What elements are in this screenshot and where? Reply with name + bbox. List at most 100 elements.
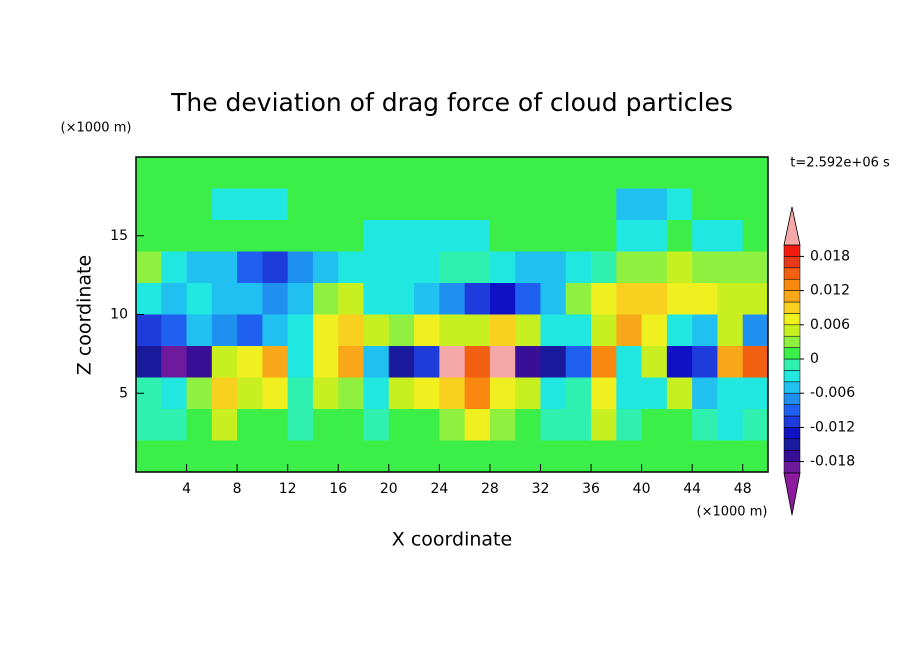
field-cell	[692, 314, 718, 347]
field-cell	[565, 377, 592, 410]
field-cell	[515, 157, 541, 189]
colorbar-band	[783, 415, 801, 428]
field-cell	[591, 314, 617, 347]
field-cell	[388, 377, 415, 410]
y-tick-label: 15	[110, 228, 128, 244]
field-cell	[666, 409, 693, 441]
field-cell	[414, 251, 440, 284]
field-cell	[565, 346, 592, 378]
field-cell	[237, 220, 263, 252]
field-cell	[616, 251, 643, 284]
field-cell	[388, 314, 415, 347]
field-cell	[211, 314, 238, 347]
field-cell	[515, 377, 541, 410]
field-cell	[666, 440, 693, 473]
field-cell	[616, 377, 643, 410]
field-cell	[616, 346, 643, 378]
field-cell	[136, 188, 162, 221]
field-cell	[464, 409, 491, 441]
colorbar-band	[783, 244, 801, 257]
field-cell	[692, 346, 718, 378]
field-cell	[489, 377, 516, 410]
field-cell	[439, 409, 466, 441]
field-cell	[186, 440, 213, 473]
field-cell	[616, 409, 643, 441]
field-cell	[312, 409, 339, 441]
field-cell	[591, 188, 617, 221]
colorbar-band	[783, 438, 801, 451]
field-cell	[312, 440, 339, 473]
field-cell	[641, 409, 668, 441]
field-cell	[641, 346, 668, 378]
field-cell	[388, 409, 415, 441]
field-cell	[591, 283, 617, 315]
field-cell	[641, 314, 668, 347]
colorbar-extension-high	[783, 206, 801, 246]
field-cell	[616, 220, 643, 252]
field-cell	[464, 440, 491, 473]
field-cell	[312, 251, 339, 284]
field-cell	[591, 409, 617, 441]
field-cell	[287, 377, 314, 410]
field-cell	[211, 346, 238, 378]
field-cell	[439, 346, 466, 378]
field-cell	[287, 188, 314, 221]
field-cell	[439, 283, 466, 315]
colorbar-band	[783, 370, 801, 383]
field-cell	[338, 251, 365, 284]
field-cell	[237, 409, 263, 441]
field-cell	[489, 251, 516, 284]
field-cell	[540, 157, 567, 189]
field-cell	[464, 251, 491, 284]
field-cell	[262, 346, 289, 378]
field-cell	[489, 409, 516, 441]
field-cell	[742, 188, 769, 221]
field-cell	[414, 188, 440, 221]
field-cell	[262, 314, 289, 347]
field-cell	[312, 377, 339, 410]
field-cell	[540, 440, 567, 473]
field-cell	[666, 251, 693, 284]
colorbar-tick-label: -0.006	[810, 385, 855, 401]
colorbar-band	[783, 449, 801, 462]
x-axis-label: X coordinate	[392, 529, 512, 551]
field-cell	[388, 440, 415, 473]
field-cell	[136, 440, 162, 473]
colorbar-band	[783, 335, 801, 348]
field-cell	[237, 188, 263, 221]
field-cell	[464, 157, 491, 189]
field-cell	[666, 377, 693, 410]
field-cell	[666, 157, 693, 189]
field-cell	[388, 157, 415, 189]
field-cell	[237, 440, 263, 473]
field-cell	[565, 188, 592, 221]
field-cell	[338, 346, 365, 378]
field-cell	[186, 377, 213, 410]
colorbar-tick-label: 0.012	[810, 283, 850, 299]
field-cell	[464, 377, 491, 410]
field-cell	[489, 283, 516, 315]
x-tick-label: 4	[182, 481, 191, 497]
colorbar-band	[783, 381, 801, 394]
field-cell	[363, 157, 390, 189]
field-cell	[616, 188, 643, 221]
field-cell	[237, 283, 263, 315]
field-cell	[515, 188, 541, 221]
field-cell	[414, 283, 440, 315]
field-cell	[262, 409, 289, 441]
colorbar-tick-label: 0	[810, 351, 819, 367]
field-cell	[287, 440, 314, 473]
field-cell	[717, 283, 744, 315]
field-cell	[262, 377, 289, 410]
field-cell	[641, 440, 668, 473]
x-tick-label: 44	[683, 481, 701, 497]
field-cell	[186, 283, 213, 315]
x-tick-label: 24	[430, 481, 448, 497]
field-cell	[414, 440, 440, 473]
field-cell	[616, 283, 643, 315]
field-cell	[363, 188, 390, 221]
field-cell	[464, 188, 491, 221]
field-cell	[211, 157, 238, 189]
field-cell	[136, 346, 162, 378]
